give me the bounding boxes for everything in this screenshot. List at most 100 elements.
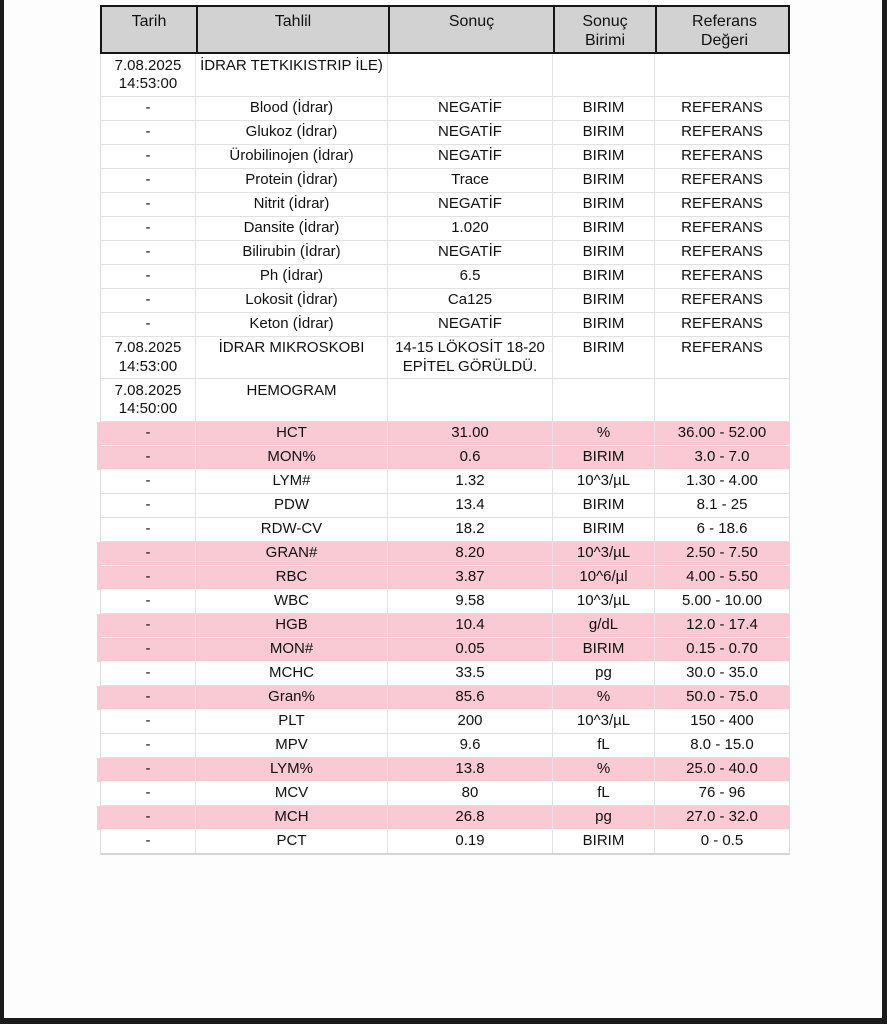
cell-referans: 8.1 - 25 xyxy=(696,496,748,513)
cell-tarih: - xyxy=(101,541,196,565)
cell-tarih: - xyxy=(101,565,196,589)
cell-birimi: BIRIM xyxy=(553,192,655,216)
results-table-body: 7.08.2025 14:53:00 İDRAR TETKIKISTRIP İLE… xyxy=(100,54,790,855)
cell-sonuc: 0.6 xyxy=(388,445,553,469)
cell-tahlil: HCT xyxy=(196,421,388,445)
table-row: - GRAN# 8.20 10^3/µL 2.50 - 7.50 xyxy=(101,541,789,566)
cell-referans: REFERANS xyxy=(681,147,763,164)
table-row: - Ürobilinojen (İdrar) NEGATİF BIRIM REFERAN… xyxy=(101,144,789,169)
header-sonuc-birimi: Sonuç Birimi xyxy=(555,7,657,52)
cell-referans: REFERANS xyxy=(681,123,763,140)
cell-sonuc: 10.4 xyxy=(388,613,553,637)
cell-referans: 2.50 - 7.50 xyxy=(686,544,758,561)
cell-birimi: BIRIM xyxy=(553,240,655,264)
cell-birimi: pg xyxy=(553,661,655,685)
cell-sonuc: 1.020 xyxy=(388,216,553,240)
cell-sonuc: Ca125 xyxy=(388,288,553,312)
cell-tahlil: MON% xyxy=(196,445,388,469)
cell-referans: 0 - 0.5 xyxy=(700,832,744,849)
table-row: - Protein (İdrar) Trace BIRIM REFERANS xyxy=(101,168,789,193)
cell-birimi: BIRIM xyxy=(553,517,655,541)
cell-tahlil: Protein (İdrar) xyxy=(196,168,388,192)
screen-edge-right xyxy=(882,0,887,1024)
cell-birimi xyxy=(553,379,655,421)
cell-sonuc: 85.6 xyxy=(388,685,553,709)
cell-referans: REFERANS xyxy=(681,291,763,308)
cell-sonuc: 14-15 LÖKOSİT 18-20 EPİTEL GÖRÜLDÜ. xyxy=(388,336,553,378)
cell-tarih: - xyxy=(101,469,196,493)
cell-tarih: - xyxy=(101,120,196,144)
header-tahlil: Tahlil xyxy=(198,7,390,52)
cell-tarih: - xyxy=(101,757,196,781)
cell-tahlil: Lokosit (İdrar) xyxy=(196,288,388,312)
cell-tarih: - xyxy=(101,168,196,192)
cell-sonuc: 9.6 xyxy=(388,733,553,757)
cell-birimi: 10^3/µL xyxy=(553,709,655,733)
cell-birimi: BIRIM xyxy=(553,312,655,336)
table-row: - Blood (İdrar) NEGATİF BIRIM REFERANS xyxy=(101,96,789,121)
cell-referans: 1.30 - 4.00 xyxy=(686,472,758,489)
cell-tahlil: İDRAR MIKROSKOBI xyxy=(196,336,388,378)
cell-tarih: - xyxy=(101,517,196,541)
table-row: 7.08.2025 14:53:00 İDRAR TETKIKISTRIP İLE… xyxy=(101,54,789,97)
cell-tarih: - xyxy=(101,493,196,517)
table-row: - Gran% 85.6% 50.0 - 75.0 xyxy=(101,685,789,710)
cell-tahlil: RDW-CV xyxy=(196,517,388,541)
cell-birimi: BIRIM xyxy=(553,829,655,853)
lab-results-report: Tarih Tahlil Sonuç Sonuç Birimi Referans… xyxy=(100,5,790,855)
table-row: - Ph (İdrar) 6.5 BIRIM REFERANS xyxy=(101,264,789,289)
cell-tahlil: MCH xyxy=(196,805,388,829)
cell-tahlil: Gran% xyxy=(196,685,388,709)
cell-tahlil: PCT xyxy=(196,829,388,853)
cell-sonuc: 33.5 xyxy=(388,661,553,685)
cell-tarih: - xyxy=(101,781,196,805)
cell-referans: 25.0 - 40.0 xyxy=(686,760,758,777)
table-row: - RDW-CV 18.2 BIRIM 6 - 18.6 xyxy=(101,517,789,542)
cell-tahlil: HGB xyxy=(196,613,388,637)
cell-tarih: 7.08.2025 14:53:00 xyxy=(101,336,196,378)
cell-tahlil: RBC xyxy=(196,565,388,589)
cell-birimi: BIRIM xyxy=(553,144,655,168)
table-row: - PLT 200 10^3/µL 150 - 400 xyxy=(101,709,789,734)
table-row: - PCT 0.19 BIRIM 0 - 0.5 xyxy=(101,829,789,854)
cell-birimi: fL xyxy=(553,733,655,757)
cell-tarih: - xyxy=(101,685,196,709)
cell-sonuc: 1.32 xyxy=(388,469,553,493)
cell-referans: REFERANS xyxy=(681,195,763,212)
table-row: 7.08.2025 14:50:00 HEMOGRAM xyxy=(101,379,789,422)
cell-tahlil: Ürobilinojen (İdrar) xyxy=(196,144,388,168)
cell-birimi: BIRIM xyxy=(553,264,655,288)
table-row: - PDW 13.4 BIRIM 8.1 - 25 xyxy=(101,493,789,518)
cell-referans: 36.00 - 52.00 xyxy=(677,424,767,441)
cell-tahlil: Blood (İdrar) xyxy=(196,96,388,120)
cell-tahlil: MCV xyxy=(196,781,388,805)
cell-tahlil: Ph (İdrar) xyxy=(196,264,388,288)
table-row: - MCH 26.8 pg 27.0 - 32.0 xyxy=(101,805,789,830)
cell-birimi: % xyxy=(553,421,655,445)
cell-tahlil: MCHC xyxy=(196,661,388,685)
table-row: - MCV 80 fL 76 - 96 xyxy=(101,781,789,806)
cell-referans: REFERANS xyxy=(681,219,763,236)
cell-referans: 6 - 18.6 xyxy=(696,520,748,537)
cell-tahlil: HEMOGRAM xyxy=(196,379,388,421)
cell-birimi: 10^3/µL xyxy=(553,589,655,613)
header-tarih-label: Tarih xyxy=(131,13,167,30)
cell-tarih: - xyxy=(101,829,196,853)
cell-tarih: - xyxy=(101,445,196,469)
cell-sonuc: 31.00 xyxy=(388,421,553,445)
cell-tahlil: Bilirubin (İdrar) xyxy=(196,240,388,264)
cell-tarih: - xyxy=(101,288,196,312)
cell-sonuc: 8.20 xyxy=(388,541,553,565)
header-sonuc: Sonuç xyxy=(390,7,555,52)
cell-sonuc xyxy=(388,54,553,96)
cell-tarih: - xyxy=(101,240,196,264)
cell-referans: 76 - 96 xyxy=(698,784,746,801)
cell-referans: 4.00 - 5.50 xyxy=(686,568,758,585)
cell-tarih: - xyxy=(101,637,196,661)
cell-birimi: BIRIM xyxy=(553,96,655,120)
cell-birimi: % xyxy=(553,757,655,781)
cell-referans: 150 - 400 xyxy=(690,712,754,729)
cell-tahlil: Dansite (İdrar) xyxy=(196,216,388,240)
screen-edge-bottom xyxy=(0,1018,887,1024)
cell-sonuc: 9.58 xyxy=(388,589,553,613)
